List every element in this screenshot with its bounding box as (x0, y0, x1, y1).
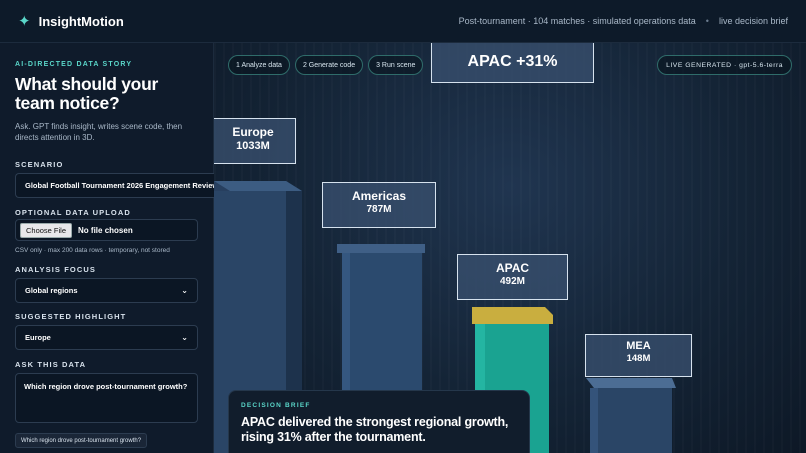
top-bar: ✦ InsightMotion Post-tournament · 104 ma… (0, 0, 806, 43)
ask-label: ASK THIS DATA (15, 360, 87, 369)
analysis-focus-select[interactable]: Global regions ⌄ (15, 278, 198, 303)
upload-note: CSV only · max 200 data rows · temporary… (15, 247, 170, 254)
bar-label-value: 492M (499, 276, 525, 287)
choose-file-button[interactable]: Choose File (20, 222, 73, 238)
chevron-down-icon: ⌄ (181, 333, 188, 342)
highlight-value: Europe (25, 333, 51, 342)
file-upload-input[interactable]: Choose File No file chosen (15, 219, 198, 241)
bar-label-apac: APAC 492M (457, 254, 568, 300)
scenario-value: Global Football Tournament 2026 Engageme… (25, 181, 219, 190)
bar-mea (586, 378, 676, 453)
upload-label: OPTIONAL DATA UPLOAD (15, 208, 131, 217)
focus-value: Global regions (25, 286, 78, 295)
focus-label: ANALYSIS FOCUS (15, 265, 96, 274)
pipeline-steps: 1 Analyze data 2 Generate code 3 Run sce… (228, 55, 424, 75)
suggestion-chip[interactable]: Which region drove post-tournament growt… (15, 433, 148, 448)
bar-label-value: 1033M (236, 140, 270, 152)
brand-name: InsightMotion (38, 13, 124, 29)
sidebar-subtext: Ask. GPT finds insight, writes scene cod… (15, 122, 183, 142)
highlight-select[interactable]: Europe ⌄ (15, 325, 198, 350)
chevron-down-icon: ⌄ (181, 286, 188, 295)
bar-label-region: Americas (351, 189, 407, 203)
bar-label-region: Europe (232, 125, 274, 139)
bar-label-value: 787M (366, 204, 392, 215)
brief-text: APAC delivered the strongest regional gr… (241, 415, 509, 444)
decision-brief-card: DECISION BRIEF APAC delivered the strong… (228, 390, 530, 453)
live-generated-badge: LIVE GENERATED · gpt-5.6-terra (657, 55, 792, 75)
bar-label-region: APAC (495, 261, 530, 275)
ask-textarea[interactable]: Which region drove post-tournament growt… (15, 373, 198, 423)
bar-label-europe: Europe 1033M (214, 118, 296, 164)
sidebar-headline: What should your team notice? (15, 74, 158, 113)
bar-label-mea: MEA 148M (585, 334, 692, 377)
scenario-select[interactable]: Global Football Tournament 2026 Engageme… (15, 173, 245, 198)
bar-label-region: MEA (626, 340, 651, 352)
mode-text: live decision brief (718, 16, 788, 26)
sidebar-eyebrow: AI-DIRECTED DATA STORY (15, 61, 133, 68)
sparkle-icon: ✦ (18, 12, 31, 30)
scene-canvas[interactable]: 1 Analyze data 2 Generate code 3 Run sce… (214, 43, 806, 453)
bar-label-value: 148M (626, 353, 651, 364)
scenario-label: SCENARIO (15, 160, 64, 169)
highlight-label: SUGGESTED HIGHLIGHT (15, 312, 127, 321)
step-run[interactable]: 3 Run scene (368, 55, 424, 75)
step-generate[interactable]: 2 Generate code (294, 55, 364, 75)
context-text: Post-tournament · 104 matches · simulate… (458, 16, 696, 26)
step-analyze[interactable]: 1 Analyze data (228, 55, 290, 75)
growth-callout: APAC +31% (431, 43, 594, 83)
file-status: No file chosen (78, 225, 133, 235)
brand[interactable]: ✦ InsightMotion (18, 14, 124, 29)
brief-eyebrow: DECISION BRIEF (241, 402, 311, 409)
bar-label-americas: Americas 787M (322, 182, 436, 228)
separator-dot: • (705, 16, 709, 26)
